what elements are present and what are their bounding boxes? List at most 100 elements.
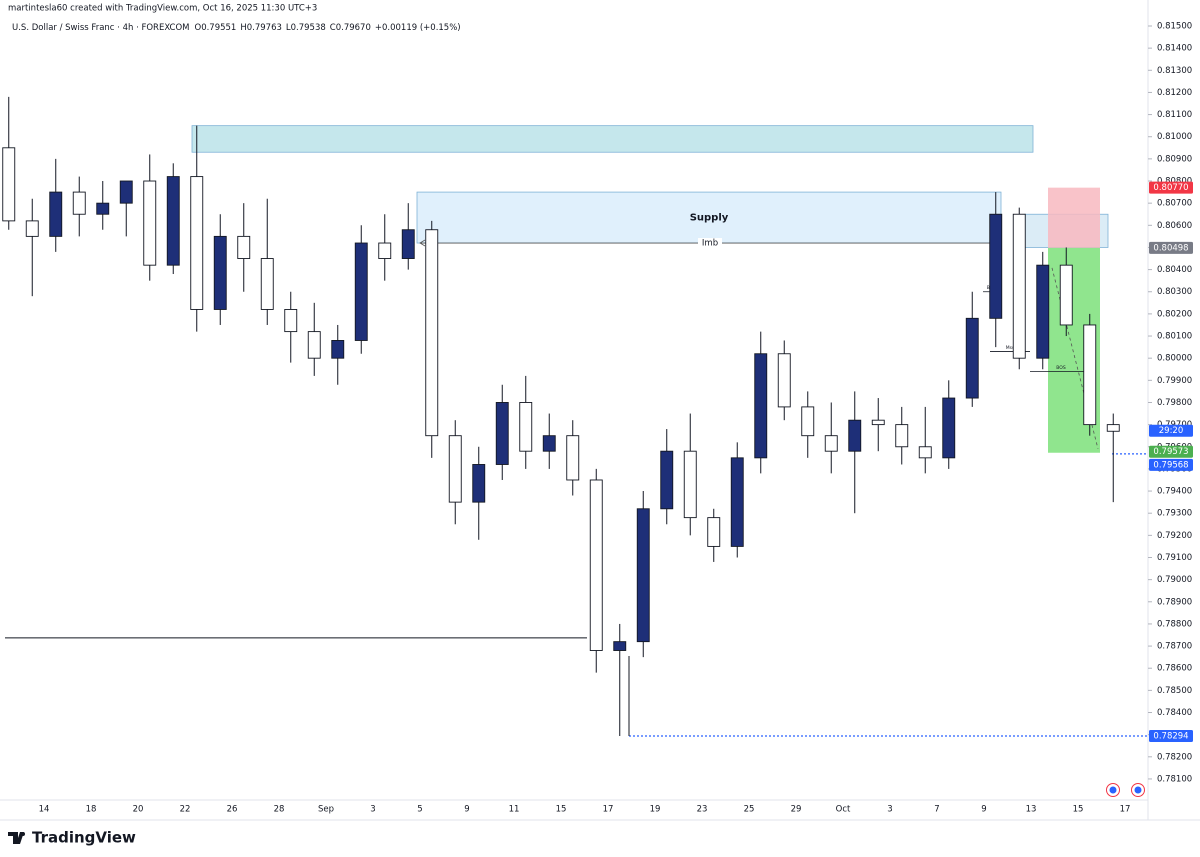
x-tick-label: 9 — [464, 805, 469, 815]
candle-body — [824, 435, 838, 452]
symbol-legend: U.S. Dollar / Swiss Franc · 4h · FOREXCO… — [12, 23, 461, 33]
y-tick-label: 0.80300 — [1157, 287, 1192, 297]
y-tick-label: 0.79300 — [1157, 509, 1192, 519]
y-tick-label: 0.79100 — [1157, 553, 1192, 563]
candle-body — [96, 202, 110, 215]
x-tick-label: 13 — [1026, 805, 1037, 815]
y-tick-label: 0.81400 — [1157, 44, 1192, 54]
candle-body — [119, 180, 133, 204]
candle-body — [401, 229, 415, 259]
price-label: 0.80770 — [1153, 183, 1188, 193]
candle-body — [1036, 264, 1050, 359]
candle-body — [307, 331, 321, 359]
candle-body — [25, 220, 39, 237]
y-tick-label: 0.78800 — [1157, 619, 1192, 629]
y-tick-label: 0.80400 — [1157, 265, 1192, 275]
x-tick-label: 28 — [274, 805, 285, 815]
candle-body — [918, 446, 932, 459]
countdown: 29:20 — [1159, 426, 1184, 436]
price-label: 0.78294 — [1153, 731, 1188, 741]
candle-body — [260, 258, 274, 310]
y-tick-label: 0.78100 — [1157, 774, 1192, 784]
candle-body — [143, 180, 157, 266]
y-tick-label: 0.78200 — [1157, 752, 1192, 762]
arrow-head — [419, 239, 426, 247]
x-tick-label: 5 — [417, 805, 422, 815]
candle-body — [354, 242, 368, 341]
y-tick-label: 0.81000 — [1157, 132, 1192, 142]
level-label-bg — [698, 238, 722, 249]
candle-body — [730, 457, 744, 547]
candle-body — [848, 419, 862, 452]
zone — [191, 125, 1034, 153]
y-tick-label: 0.81200 — [1157, 88, 1192, 98]
candle-body — [589, 479, 603, 651]
candle-body — [72, 191, 86, 215]
y-tick-label: 0.81100 — [1157, 110, 1192, 120]
y-tick-label: 0.79200 — [1157, 531, 1192, 541]
price-label-bg — [1149, 241, 1193, 254]
candle-body — [1106, 424, 1120, 432]
candle-body — [425, 229, 439, 437]
brand-logo — [8, 832, 25, 844]
candle-body — [284, 309, 298, 333]
price-label: 0.79568 — [1153, 460, 1188, 470]
candle-body — [1083, 324, 1097, 426]
y-tick-label: 0.78500 — [1157, 686, 1192, 696]
candle-body — [166, 176, 180, 266]
candle-body — [566, 435, 580, 481]
candle-body — [707, 517, 721, 547]
y-tick-label: 0.79000 — [1157, 575, 1192, 585]
candle-body — [683, 450, 697, 519]
legend-value: C0.79670 — [330, 23, 371, 33]
zone — [416, 191, 1002, 244]
price-label-bg — [1149, 445, 1193, 458]
x-tick-label: 3 — [887, 805, 892, 815]
candle-body — [1012, 213, 1026, 359]
candle-body — [213, 235, 227, 310]
candle-body — [448, 435, 462, 503]
candle-body — [636, 508, 650, 643]
y-tick-label: 0.80900 — [1157, 154, 1192, 164]
x-tick-label: 7 — [934, 805, 939, 815]
x-tick-label: 18 — [86, 805, 97, 815]
y-tick-label: 0.80700 — [1157, 199, 1192, 209]
brand-name: TradingView — [32, 829, 136, 847]
x-tick-label: 14 — [39, 805, 50, 815]
y-tick-label: 0.80000 — [1157, 354, 1192, 364]
candle-body — [871, 419, 885, 426]
candle-body — [190, 176, 204, 310]
y-tick-label: 0.80100 — [1157, 332, 1192, 342]
candle-body — [989, 213, 1003, 319]
candle-body — [237, 235, 251, 259]
y-tick-label: 0.80200 — [1157, 309, 1192, 319]
price-label-bg — [1149, 458, 1193, 471]
candle-body — [777, 353, 791, 408]
candle-body — [542, 435, 556, 452]
candle-body — [378, 242, 392, 259]
x-tick-label: 22 — [180, 805, 191, 815]
y-tick-label: 0.78900 — [1157, 597, 1192, 607]
x-tick-label: 3 — [370, 805, 375, 815]
level-label: Imb — [702, 239, 718, 249]
candle-body — [660, 450, 674, 510]
candle-body — [1059, 264, 1073, 326]
candle-body — [472, 464, 486, 503]
candle-body — [942, 397, 956, 459]
x-tick-label: 25 — [744, 805, 755, 815]
candle-body — [965, 317, 979, 399]
candle-body — [613, 641, 627, 651]
legend-value: L0.79538 — [286, 23, 326, 33]
y-tick-label: 0.81500 — [1157, 21, 1192, 31]
y-tick-label: 0.80800 — [1157, 177, 1192, 187]
x-tick-label: 15 — [556, 805, 567, 815]
legend-value: +0.00119 (+0.15%) — [375, 23, 461, 33]
candle-body — [519, 402, 533, 452]
x-tick-label: 11 — [509, 805, 520, 815]
y-tick-label: 0.79400 — [1157, 487, 1192, 497]
candle-body — [495, 402, 509, 465]
structure-label: Mss — [1006, 345, 1015, 351]
plot-area: SupplyImbBOSMssBOS — [2, 96, 1148, 737]
legend-value: H0.79763 — [240, 23, 282, 33]
